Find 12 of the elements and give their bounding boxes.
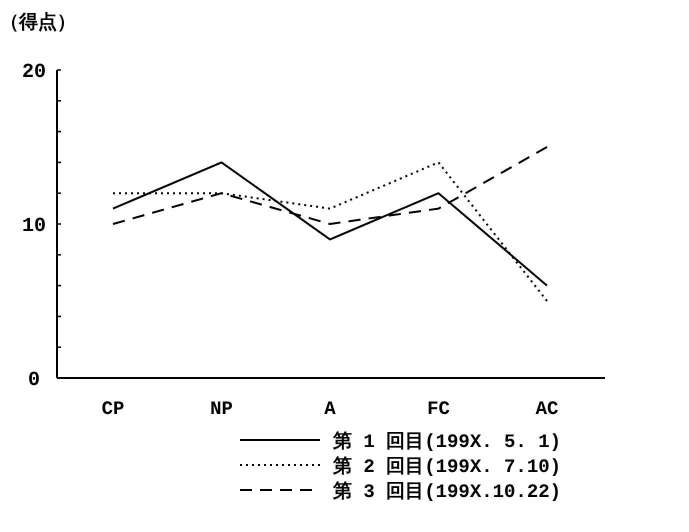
y-tick-label: 20 <box>22 61 46 84</box>
legend-label: 第 3 回目(199X.10.22) <box>332 481 562 503</box>
x-tick-label: A <box>324 398 336 420</box>
y-axis-title: （得点） <box>0 11 76 34</box>
legend-label: 第 1 回目(199X. 5. 1) <box>332 431 562 453</box>
y-tick-label: 0 <box>28 369 40 392</box>
x-tick-label: NP <box>210 398 233 420</box>
legend-label: 第 2 回目(199X. 7.10) <box>332 456 562 478</box>
x-tick-label: FC <box>427 398 450 420</box>
y-tick-label: 10 <box>22 215 46 238</box>
x-tick-label: CP <box>102 398 124 420</box>
x-tick-label: AC <box>536 398 558 420</box>
